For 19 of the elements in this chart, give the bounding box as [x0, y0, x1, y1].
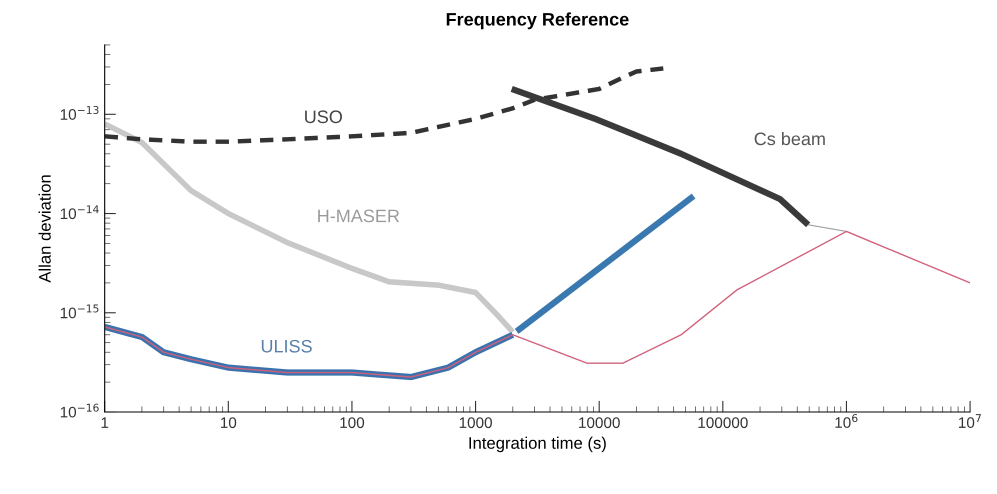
y-tick-label: 10$^{−14}$ [60, 205, 99, 220]
x-tick-label: 1000 [460, 417, 492, 428]
x-tick-label: 10 [220, 417, 236, 428]
y-tick-label: 10$^{−13}$ [60, 106, 98, 120]
y-tick-label: 10$^{−15}$ [60, 304, 98, 318]
x-tick-label: 10$^{7}$ [959, 414, 981, 428]
chart-title: Frequency Reference [446, 12, 629, 30]
series-label: USO [305, 110, 342, 124]
y-axis-title: Allan deviation [38, 175, 51, 283]
x-tick-label: 10$^{6}$ [835, 414, 858, 428]
series-label: H-MASER [318, 210, 400, 222]
series-label: ULISS [262, 340, 312, 353]
x-tick-label: 10000 [579, 417, 620, 428]
x-axis-title: Integration time (s) [469, 436, 606, 452]
x-tick-label: 100 [340, 417, 364, 428]
x-tick-label: 1 [102, 417, 108, 428]
x-tick-label: 100000 [698, 417, 748, 428]
text: Cs beam [754, 132, 825, 146]
y-tick-label: 10$^{−16}$ [60, 404, 99, 418]
